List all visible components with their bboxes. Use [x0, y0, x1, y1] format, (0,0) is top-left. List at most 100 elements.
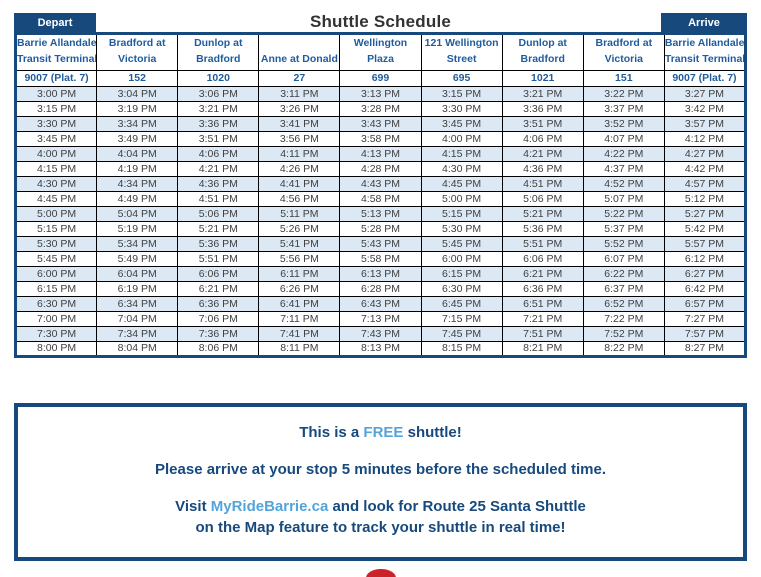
- time-cell: 6:15 PM: [420, 265, 503, 282]
- time-cell: 3:13 PM: [339, 85, 422, 102]
- time-cell: 6:37 PM: [582, 280, 665, 297]
- time-cell: 6:30 PM: [14, 295, 98, 312]
- time-cell: 4:34 PM: [96, 175, 179, 192]
- time-cell: 4:43 PM: [339, 175, 422, 192]
- time-cell: 6:27 PM: [663, 265, 747, 282]
- time-cell: 3:52 PM: [582, 115, 665, 132]
- time-cell: 3:36 PM: [501, 100, 584, 117]
- time-cell: 3:30 PM: [14, 115, 98, 132]
- time-cell: 5:52 PM: [582, 235, 665, 252]
- time-cell: 5:58 PM: [339, 250, 422, 267]
- schedule-row: 4:30 PM 4:34 PM 4:36 PM 4:41 PM 4:43 PM 4:45 …: [14, 175, 747, 192]
- time-cell: 6:19 PM: [96, 280, 179, 297]
- time-cell: 4:06 PM: [501, 130, 584, 147]
- stop-name-header: Barrie Allandale Transit Terminal: [663, 33, 747, 71]
- depart-badge: Depart: [14, 13, 96, 32]
- time-cell: 7:36 PM: [177, 325, 260, 342]
- time-cell: 3:15 PM: [14, 100, 98, 117]
- time-cell: 4:21 PM: [501, 145, 584, 162]
- time-cell: 4:36 PM: [177, 175, 260, 192]
- time-cell: 6:22 PM: [582, 265, 665, 282]
- time-cell: 4:58 PM: [339, 190, 422, 207]
- shuttle-schedule-table: Barrie Allandale Transit Terminal Bradford…: [14, 32, 747, 358]
- time-cell: 4:56 PM: [258, 190, 341, 207]
- time-cell: 3:51 PM: [177, 130, 260, 147]
- schedule-table-body: 3:00 PM 3:04 PM 3:06 PM 3:11 PM 3:13 PM 3:15 …: [14, 85, 747, 357]
- stop-name-header: Dunlop at Bradford: [501, 33, 584, 71]
- time-cell: 5:21 PM: [177, 220, 260, 237]
- time-cell: 6:52 PM: [582, 295, 665, 312]
- schedule-section: Shuttle Schedule Depart Arrive Barrie Al…: [14, 12, 747, 358]
- time-cell: 4:15 PM: [14, 160, 98, 177]
- time-cell: 5:43 PM: [339, 235, 422, 252]
- time-cell: 7:45 PM: [420, 325, 503, 342]
- time-cell: 5:45 PM: [420, 235, 503, 252]
- time-cell: 5:49 PM: [96, 250, 179, 267]
- time-cell: 7:04 PM: [96, 310, 179, 327]
- time-cell: 5:37 PM: [582, 220, 665, 237]
- visit-prefix: Visit: [175, 497, 211, 515]
- time-cell: 8:21 PM: [501, 340, 584, 357]
- time-cell: 3:11 PM: [258, 85, 341, 102]
- time-cell: 3:58 PM: [339, 130, 422, 147]
- time-cell: 6:11 PM: [258, 265, 341, 282]
- schedule-row: 5:30 PM 5:34 PM 5:36 PM 5:41 PM 5:43 PM 5:45 …: [14, 235, 747, 252]
- stop-name-header: 121 Wellington Street: [420, 33, 503, 71]
- time-cell: 4:21 PM: [177, 160, 260, 177]
- time-cell: 3:21 PM: [177, 100, 260, 117]
- time-cell: 3:36 PM: [177, 115, 260, 132]
- time-cell: 6:06 PM: [501, 250, 584, 267]
- time-cell: 5:06 PM: [501, 190, 584, 207]
- time-cell: 3:43 PM: [339, 115, 422, 132]
- time-cell: 6:41 PM: [258, 295, 341, 312]
- arrive-early-line: Please arrive at your stop 5 minutes bef…: [155, 460, 606, 478]
- time-cell: 3:51 PM: [501, 115, 584, 132]
- stop-numbers-row: 9007 (Plat. 7) 152 1020 27 699 695 1021 151 9007…: [14, 69, 747, 87]
- time-cell: 3:30 PM: [420, 100, 503, 117]
- time-cell: 5:30 PM: [420, 220, 503, 237]
- time-cell: 3:42 PM: [663, 100, 747, 117]
- time-cell: 6:00 PM: [14, 265, 98, 282]
- time-cell: 5:00 PM: [14, 205, 98, 222]
- arrive-badge: Arrive: [661, 13, 747, 32]
- time-cell: 3:00 PM: [14, 85, 98, 102]
- time-cell: 5:56 PM: [258, 250, 341, 267]
- time-cell: 7:30 PM: [14, 325, 98, 342]
- time-cell: 6:28 PM: [339, 280, 422, 297]
- stop-name-header: Bradford at Victoria: [582, 33, 665, 71]
- stop-name-header: Dunlop at Bradford: [177, 33, 260, 71]
- time-cell: 6:30 PM: [420, 280, 503, 297]
- schedule-table-head: Barrie Allandale Transit Terminal Bradford…: [14, 33, 747, 87]
- free-highlight: FREE: [363, 424, 404, 441]
- time-cell: 8:11 PM: [258, 340, 341, 357]
- time-cell: 5:45 PM: [14, 250, 98, 267]
- time-cell: 5:26 PM: [258, 220, 341, 237]
- time-cell: 3:57 PM: [663, 115, 747, 132]
- time-cell: 5:21 PM: [501, 205, 584, 222]
- time-cell: 3:49 PM: [96, 130, 179, 147]
- time-cell: 5:28 PM: [339, 220, 422, 237]
- time-cell: 4:49 PM: [96, 190, 179, 207]
- myridebarrie-link[interactable]: MyRideBarrie.ca: [210, 497, 329, 515]
- time-cell: 7:34 PM: [96, 325, 179, 342]
- time-cell: 3:37 PM: [582, 100, 665, 117]
- time-cell: 5:57 PM: [663, 235, 747, 252]
- stop-number-header: 695: [420, 69, 503, 87]
- visit-suffix: and look for Route 25 Santa Shuttle: [328, 497, 586, 515]
- time-cell: 4:12 PM: [663, 130, 747, 147]
- time-cell: 6:36 PM: [501, 280, 584, 297]
- schedule-row: 4:15 PM 4:19 PM 4:21 PM 4:26 PM 4:28 PM 4:30 …: [14, 160, 747, 177]
- stop-number-header: 1021: [501, 69, 584, 87]
- time-cell: 8:22 PM: [582, 340, 665, 357]
- time-cell: 6:13 PM: [339, 265, 422, 282]
- time-cell: 5:42 PM: [663, 220, 747, 237]
- time-cell: 5:00 PM: [420, 190, 503, 207]
- stop-names-row: Barrie Allandale Transit Terminal Bradford…: [14, 33, 747, 71]
- time-cell: 6:51 PM: [501, 295, 584, 312]
- time-cell: 5:15 PM: [420, 205, 503, 222]
- time-cell: 3:45 PM: [14, 130, 98, 147]
- stop-name-header: Barrie Allandale Transit Terminal: [14, 33, 98, 71]
- time-cell: 7:57 PM: [663, 325, 747, 342]
- time-cell: 5:30 PM: [14, 235, 98, 252]
